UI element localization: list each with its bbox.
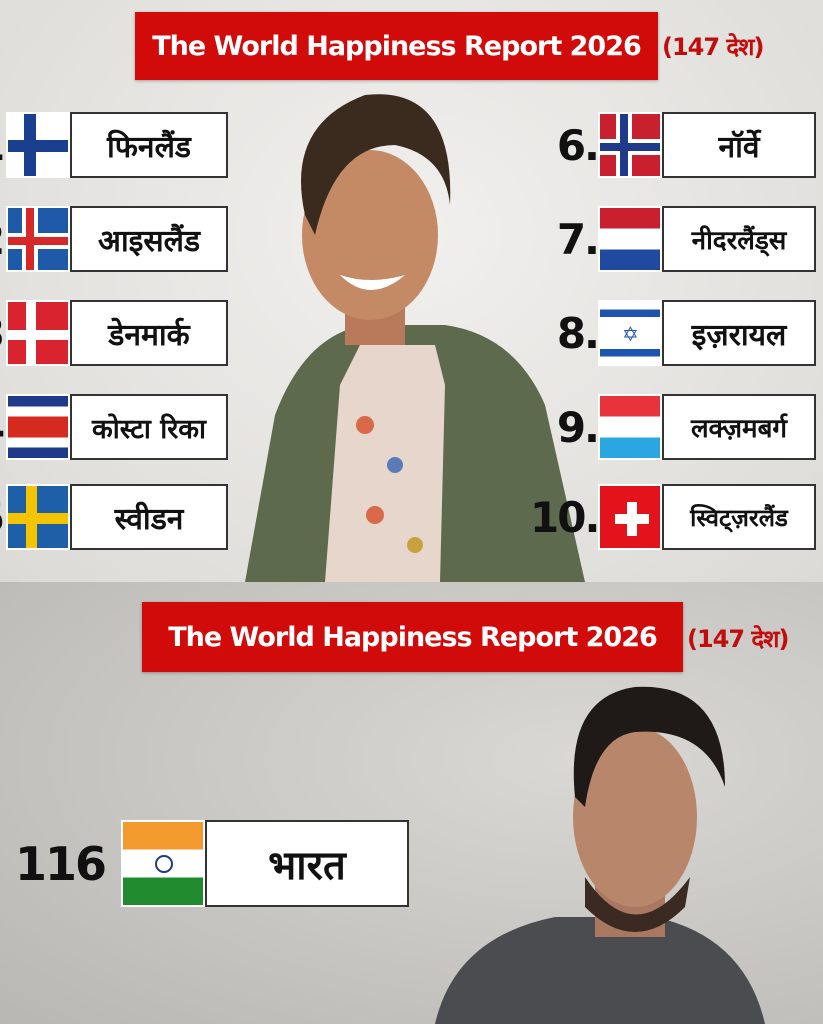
rank-number: 7. xyxy=(556,214,600,264)
ranking-row: 1. फिनलैंड xyxy=(0,112,228,178)
country-count: (147 देश) xyxy=(687,625,789,653)
ranking-row: 3. डेनमार्क xyxy=(0,300,228,366)
norway-flag-icon xyxy=(598,112,662,178)
country-count: (147 देश) xyxy=(662,33,764,61)
country-name: फिनलैंड xyxy=(70,112,228,178)
finland-flag-icon xyxy=(6,112,70,178)
ranking-row: 6. नॉर्वे xyxy=(530,112,816,178)
report-title: The World Happiness Report 2026 xyxy=(142,602,683,672)
iceland-flag-icon xyxy=(6,206,70,272)
country-name: नीदरलैंड्स xyxy=(662,206,816,272)
smiling-woman-image xyxy=(245,94,585,582)
netherlands-flag-icon xyxy=(598,206,662,272)
country-name: स्विट्ज़रलैंड xyxy=(662,484,816,550)
sweden-flag-icon xyxy=(6,484,70,550)
ranking-row: 2. आइसलैंड xyxy=(0,206,228,272)
costa-rica-flag-icon xyxy=(6,394,70,460)
country-name: नॉर्वे xyxy=(662,112,816,178)
ranking-row: 8. ✡ इज़रायल xyxy=(530,300,816,366)
rank-number: 8. xyxy=(556,308,600,358)
country-name: इज़रायल xyxy=(662,300,816,366)
rank-number: 6. xyxy=(556,120,600,170)
ranking-row: 7. नीदरलैंड्स xyxy=(530,206,816,272)
country-name: भारत xyxy=(205,820,409,907)
ranking-row: 10. स्विट्ज़रलैंड xyxy=(530,484,816,550)
report-title: The World Happiness Report 2026 xyxy=(135,12,658,80)
top-panel: The World Happiness Report 2026 (147 देश… xyxy=(0,0,823,582)
luxembourg-flag-icon xyxy=(598,394,662,460)
rank-number: 116 xyxy=(15,836,107,891)
sad-man-image xyxy=(435,686,765,1024)
israel-flag-icon: ✡ xyxy=(598,300,662,366)
india-flag-icon xyxy=(121,820,205,907)
ranking-row: 9. लक्ज़मबर्ग xyxy=(530,394,816,460)
country-name: स्वीडन xyxy=(70,484,228,550)
ranking-row: 5. स्वीडन xyxy=(0,484,228,550)
rank-number: 10. xyxy=(530,492,600,542)
denmark-flag-icon xyxy=(6,300,70,366)
country-name: कोस्टा रिका xyxy=(70,394,228,460)
country-name: आइसलैंड xyxy=(70,206,228,272)
ranking-row: 4. कोस्टा रिका xyxy=(0,394,228,460)
switzerland-flag-icon xyxy=(598,484,662,550)
india-ranking-row: 116 भारत xyxy=(15,820,409,907)
country-name: लक्ज़मबर्ग xyxy=(662,394,816,460)
bottom-panel: The World Happiness Report 2026 (147 देश… xyxy=(0,582,823,1024)
rank-number: 9. xyxy=(556,402,600,452)
country-name: डेनमार्क xyxy=(70,300,228,366)
